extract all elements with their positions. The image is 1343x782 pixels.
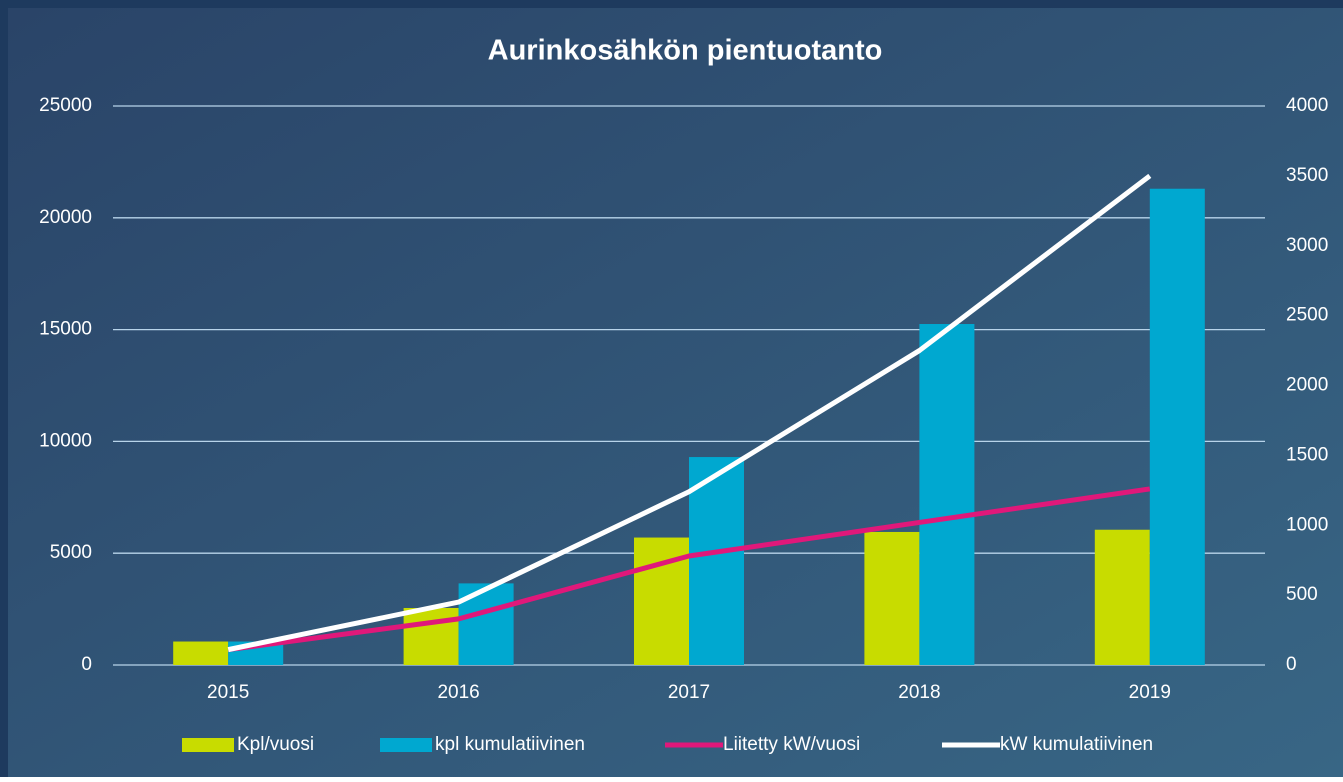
y2-tick-label: 3500: [1286, 165, 1328, 186]
line-series: [227, 486, 1151, 653]
legend-label: kW kumulatiivinen: [1000, 734, 1153, 755]
bar: [173, 641, 229, 665]
y-tick-label: 25000: [39, 95, 92, 116]
legend-label: Kpl/vuosi: [237, 734, 314, 755]
x-tick-label: 2015: [207, 682, 249, 703]
legend-swatch: [182, 738, 234, 752]
y-tick-label: 0: [81, 654, 92, 675]
y2-tick-label: 2500: [1286, 305, 1328, 326]
bar: [919, 324, 975, 665]
y-tick-label: 5000: [50, 542, 92, 563]
x-tick-label: 2019: [1129, 682, 1171, 703]
bar: [1149, 188, 1205, 665]
y-tick-label: 10000: [39, 430, 92, 451]
y2-tick-label: 4000: [1286, 95, 1328, 116]
line-series: [227, 173, 1152, 653]
bar: [403, 607, 459, 665]
y-tick-label: 20000: [39, 207, 92, 228]
y2-tick-label: 1500: [1286, 444, 1328, 465]
y2-tick-label: 3000: [1286, 235, 1328, 256]
y-tick-label: 15000: [39, 319, 92, 340]
y2-tick-label: 0: [1286, 654, 1297, 675]
y2-tick-label: 500: [1286, 584, 1318, 605]
chart-title: Aurinkosähkön pientuotanto: [488, 35, 883, 67]
x-tick-label: 2016: [437, 682, 479, 703]
y2-tick-label: 2000: [1286, 375, 1328, 396]
bar: [689, 457, 744, 665]
legend-label: Liitetty kW/vuosi: [723, 734, 860, 755]
bar: [864, 531, 920, 665]
x-tick-label: 2018: [898, 682, 940, 703]
legend-swatch: [380, 738, 432, 752]
y2-tick-label: 1000: [1286, 514, 1328, 535]
x-tick-label: 2017: [668, 682, 710, 703]
bar: [1094, 529, 1150, 665]
legend-label: kpl kumulatiivinen: [435, 734, 585, 755]
